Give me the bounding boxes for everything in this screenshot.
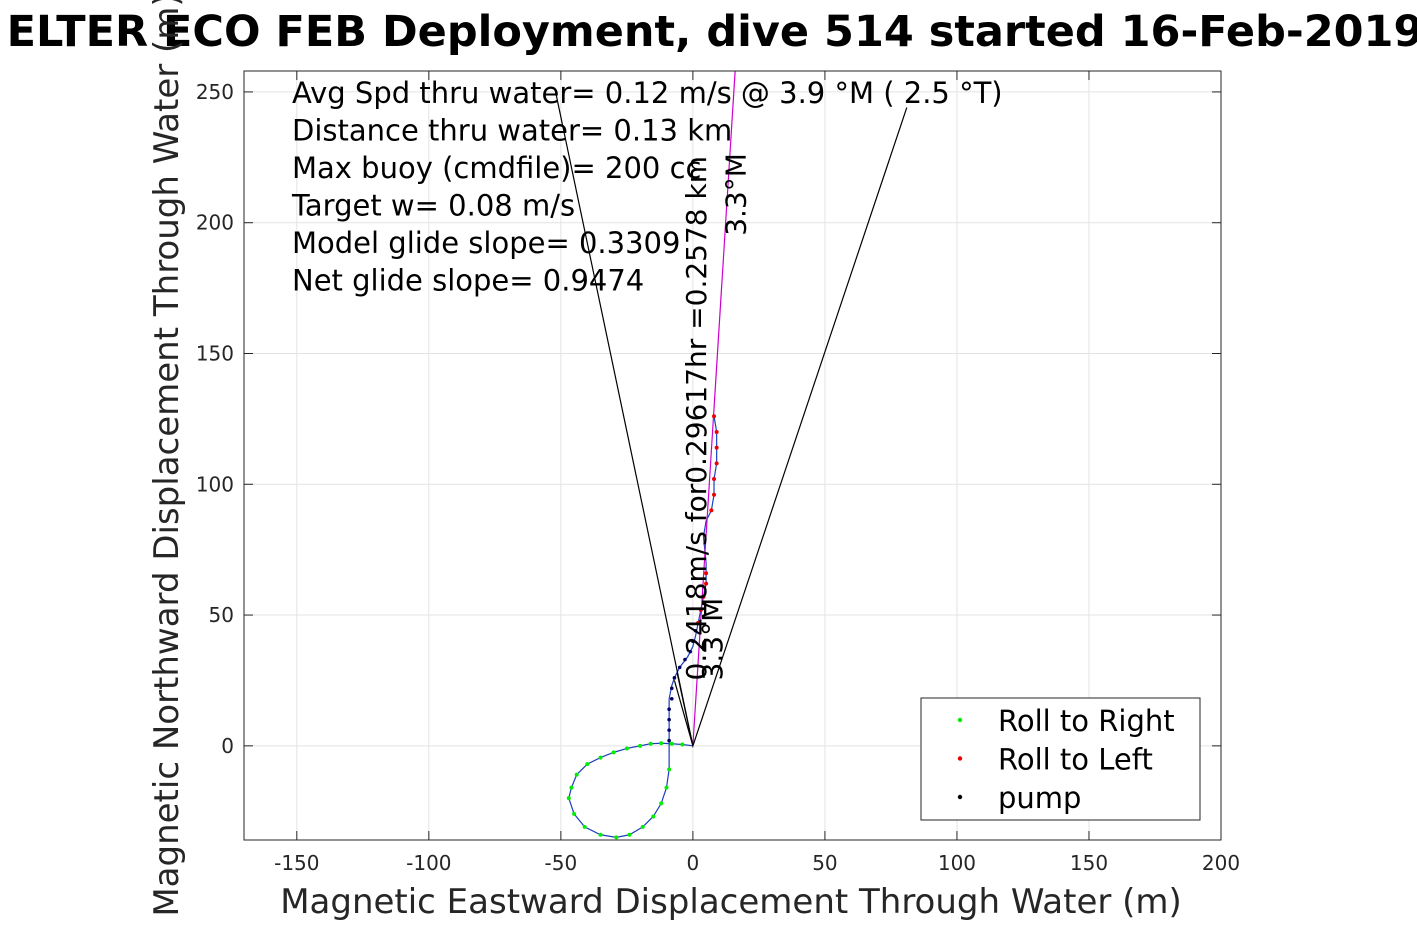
x-tick-label: 50 — [812, 851, 837, 875]
roll-right-point — [627, 832, 632, 837]
roll-right-point — [667, 767, 672, 772]
x-tick-label: 0 — [687, 851, 700, 875]
roll-right-point — [669, 741, 674, 746]
pump-point — [693, 628, 698, 633]
y-tick-label: 250 — [196, 80, 234, 104]
stats-line: Distance thru water= 0.13 km — [292, 114, 732, 148]
pump-point — [677, 665, 682, 670]
heading-line — [692, 70, 736, 746]
roll-left-point — [696, 620, 701, 625]
roll-left-point — [714, 461, 719, 466]
roll-right-point — [648, 741, 653, 746]
stats-line: Net glide slope= 0.9474 — [292, 264, 644, 298]
stats-text-block: Avg Spd thru water= 0.12 m/s @ 3.9 °M ( … — [291, 76, 1003, 298]
roll-left-point — [704, 581, 709, 586]
roll-left-point — [698, 607, 703, 612]
x-tick-label: -50 — [545, 851, 578, 875]
pump-point — [672, 676, 677, 680]
y-axis-label: Magnetic Northward Displacement Through … — [147, 0, 187, 917]
y-tick-label: 50 — [209, 603, 234, 627]
roll-right-point — [664, 785, 669, 790]
legend-box — [920, 697, 1201, 821]
legend: Roll to Right Roll to Left pump — [920, 697, 1201, 821]
y-tick-label: 0 — [221, 734, 234, 758]
roll-left-point — [712, 477, 717, 482]
chart-title: ELTER ECO FEB Deployment, dive 514 start… — [7, 7, 1417, 57]
stats-line: Model glide slope= 0.3309 — [292, 226, 680, 260]
roll-left-point — [704, 571, 709, 576]
stats-line: Avg Spd thru water= 0.12 m/s @ 3.9 °M ( … — [292, 76, 1003, 110]
stats-line: Target w= 0.08 m/s — [291, 189, 575, 223]
roll-left-point — [712, 492, 717, 497]
axis-ticks: -150 -100 -50 0 50 100 150 200 0 50 100 150 200 250 — [196, 71, 1240, 875]
annotation-label: 3.3°M — [696, 598, 729, 681]
grid-lines — [244, 71, 1222, 840]
annotations: 0.2418m/s for0.29617hr =0.2578 km3.3°M 3.… — [680, 153, 753, 680]
roll-left-point — [709, 508, 714, 513]
x-tick-label: -100 — [406, 851, 451, 875]
roll-right-point — [680, 742, 685, 747]
roll-right-point — [640, 824, 645, 829]
roll-left-point — [714, 429, 719, 434]
legend-label: Roll to Right — [998, 704, 1175, 738]
roll-right-point — [659, 741, 664, 746]
annotation-label: 0.2418m/s for0.29617hr =0.2578 km — [680, 156, 713, 680]
pump-point — [688, 649, 693, 654]
pump-point — [667, 717, 671, 722]
roll-right-point — [566, 796, 571, 801]
x-tick-label: 100 — [938, 851, 976, 875]
plot-series — [554, 70, 908, 840]
pump-point — [669, 686, 674, 691]
y-tick-label: 200 — [196, 211, 234, 235]
annotation-label: 3.3°M — [720, 153, 753, 236]
roll-right-point — [582, 824, 587, 829]
roll-right-point — [659, 801, 664, 806]
track-line — [568, 416, 718, 838]
pump-point — [667, 738, 671, 743]
x-tick-label: -150 — [274, 851, 319, 875]
roll-left-point — [712, 414, 717, 419]
roll-right-point — [614, 835, 619, 840]
roll-right-point — [598, 755, 603, 760]
x-tick-label: 200 — [1202, 851, 1240, 875]
pump-point — [691, 639, 695, 644]
roll-left-point — [701, 594, 706, 599]
cone-right-line — [676, 107, 908, 749]
roll-right-point — [585, 762, 590, 767]
legend-marker — [957, 794, 963, 800]
roll-right-point — [651, 814, 656, 819]
axes-frame — [243, 70, 1222, 841]
roll-right-point — [638, 743, 643, 748]
legend-marker — [957, 756, 963, 761]
x-axis-label: Magnetic Eastward Displacement Through W… — [280, 882, 1182, 922]
pump-point — [683, 657, 687, 662]
roll-right-point — [574, 772, 579, 777]
y-tick-label: 150 — [196, 341, 234, 365]
roll-right-point — [598, 832, 603, 837]
roll-right-point — [572, 811, 577, 816]
roll-right-point — [611, 750, 616, 755]
roll-right-point — [569, 785, 574, 790]
y-tick-label: 100 — [196, 472, 234, 496]
pump-point — [669, 696, 674, 701]
x-tick-label: 150 — [1070, 851, 1108, 875]
legend-label: pump — [998, 781, 1081, 815]
legend-label: Roll to Left — [998, 743, 1153, 777]
roll-left-point — [714, 445, 719, 450]
pump-point — [667, 728, 671, 732]
roll-right-point — [624, 746, 629, 751]
legend-marker — [957, 717, 963, 723]
stats-line: Max buoy (cmdfile)= 200 cc — [292, 151, 701, 185]
pump-point — [667, 707, 671, 712]
